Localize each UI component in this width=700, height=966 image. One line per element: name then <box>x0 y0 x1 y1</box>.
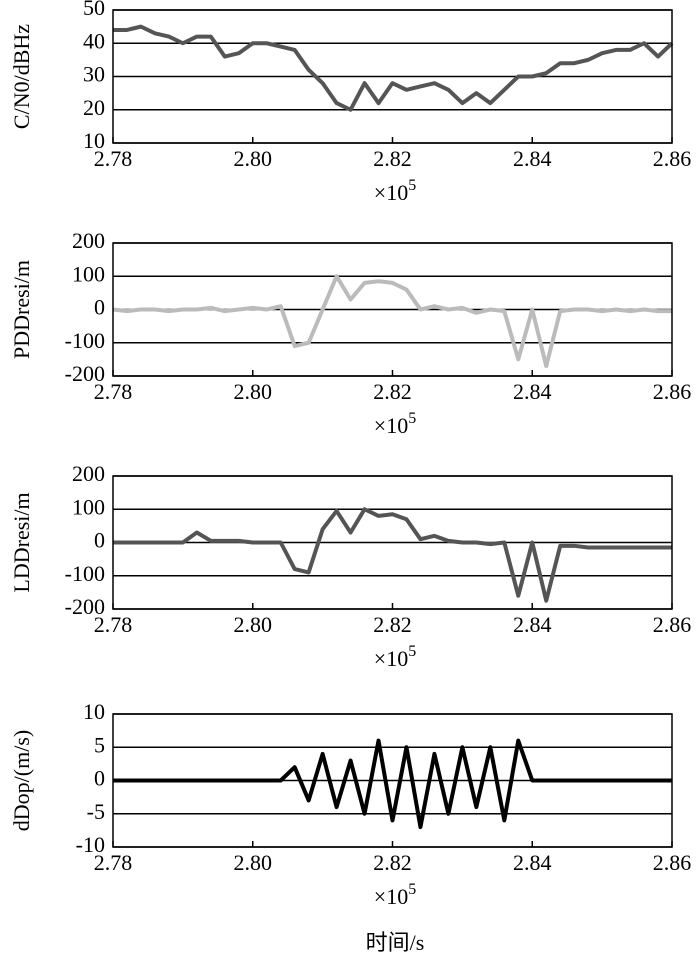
y-tick-label: -100 <box>65 328 105 353</box>
y-tick-label: 200 <box>72 228 105 253</box>
x-tick-label: 2.78 <box>94 146 133 171</box>
y-axis-label: LDDresi/m <box>9 492 34 592</box>
y-tick-label: 0 <box>94 528 105 553</box>
y-axis-label: PDDresi/m <box>9 260 34 359</box>
y-tick-label: 50 <box>83 0 105 20</box>
x-tick-label: 2.82 <box>373 146 412 171</box>
x-tick-label: 2.86 <box>653 850 692 875</box>
x-tick-label: 2.86 <box>653 146 692 171</box>
x-scale-exponent: 5 <box>408 881 416 898</box>
y-tick-label: 100 <box>72 494 105 519</box>
data-line <box>113 738 672 830</box>
x-tick-label: 2.82 <box>373 379 412 404</box>
y-tick-label: -10 <box>76 832 105 857</box>
y-tick-label: 10 <box>83 699 105 724</box>
y-tick-label: 20 <box>83 95 105 120</box>
y-tick-label: 10 <box>83 128 105 153</box>
x-tick-label: 2.84 <box>513 379 552 404</box>
x-tick-label: 2.80 <box>234 850 273 875</box>
x-scale-label: ×105 <box>374 643 416 671</box>
x-tick-label: 2.84 <box>513 850 552 875</box>
x-tick-label: 2.84 <box>513 146 552 171</box>
y-tick-label: 0 <box>94 766 105 791</box>
plot-frame <box>112 713 673 848</box>
y-axis-label: C/N0/dBHz <box>9 24 34 129</box>
x-scale-exponent: 5 <box>408 410 416 427</box>
y-tick-label: -100 <box>65 561 105 586</box>
y-tick-label: 5 <box>94 732 105 757</box>
x-scale-exponent: 5 <box>408 177 416 194</box>
y-tick-label: 100 <box>72 261 105 286</box>
y-tick-label: 30 <box>83 62 105 87</box>
plot-frame <box>112 242 673 377</box>
x-tick-label: 2.80 <box>234 379 273 404</box>
x-scale-base: ×10 <box>374 413 408 438</box>
x-scale-base: ×10 <box>374 884 408 909</box>
data-line <box>113 507 672 603</box>
x-tick-label: 2.78 <box>94 850 133 875</box>
x-tick-label: 2.78 <box>94 612 133 637</box>
data-line <box>112 274 672 369</box>
y-tick-label: 0 <box>94 295 105 320</box>
y-tick-label: 40 <box>83 28 105 53</box>
y-tick-label: -200 <box>65 361 105 386</box>
x-scale-exponent: 5 <box>408 643 416 660</box>
y-tick-label: -5 <box>87 799 105 824</box>
x-scale-label: ×105 <box>374 881 416 909</box>
x-scale-label: ×105 <box>374 410 416 438</box>
x-tick-label: 2.80 <box>234 612 273 637</box>
x-tick-label: 2.84 <box>513 612 552 637</box>
x-axis-label: 时间/s <box>366 930 425 955</box>
y-tick-label: 200 <box>72 461 105 486</box>
x-tick-label: 2.82 <box>373 850 412 875</box>
y-tick-label: -200 <box>65 594 105 619</box>
x-tick-label: 2.80 <box>234 146 273 171</box>
x-scale-base: ×10 <box>374 180 408 205</box>
x-scale-base: ×10 <box>374 646 408 671</box>
x-tick-label: 2.86 <box>653 612 692 637</box>
plot-frame <box>112 475 673 610</box>
plot-frame <box>112 9 673 144</box>
data-line <box>113 24 674 112</box>
y-axis-label: dDop/(m/s) <box>9 730 34 831</box>
x-tick-label: 2.78 <box>94 379 133 404</box>
x-scale-label: ×105 <box>374 177 416 205</box>
x-tick-label: 2.86 <box>653 379 692 404</box>
x-tick-label: 2.82 <box>373 612 412 637</box>
